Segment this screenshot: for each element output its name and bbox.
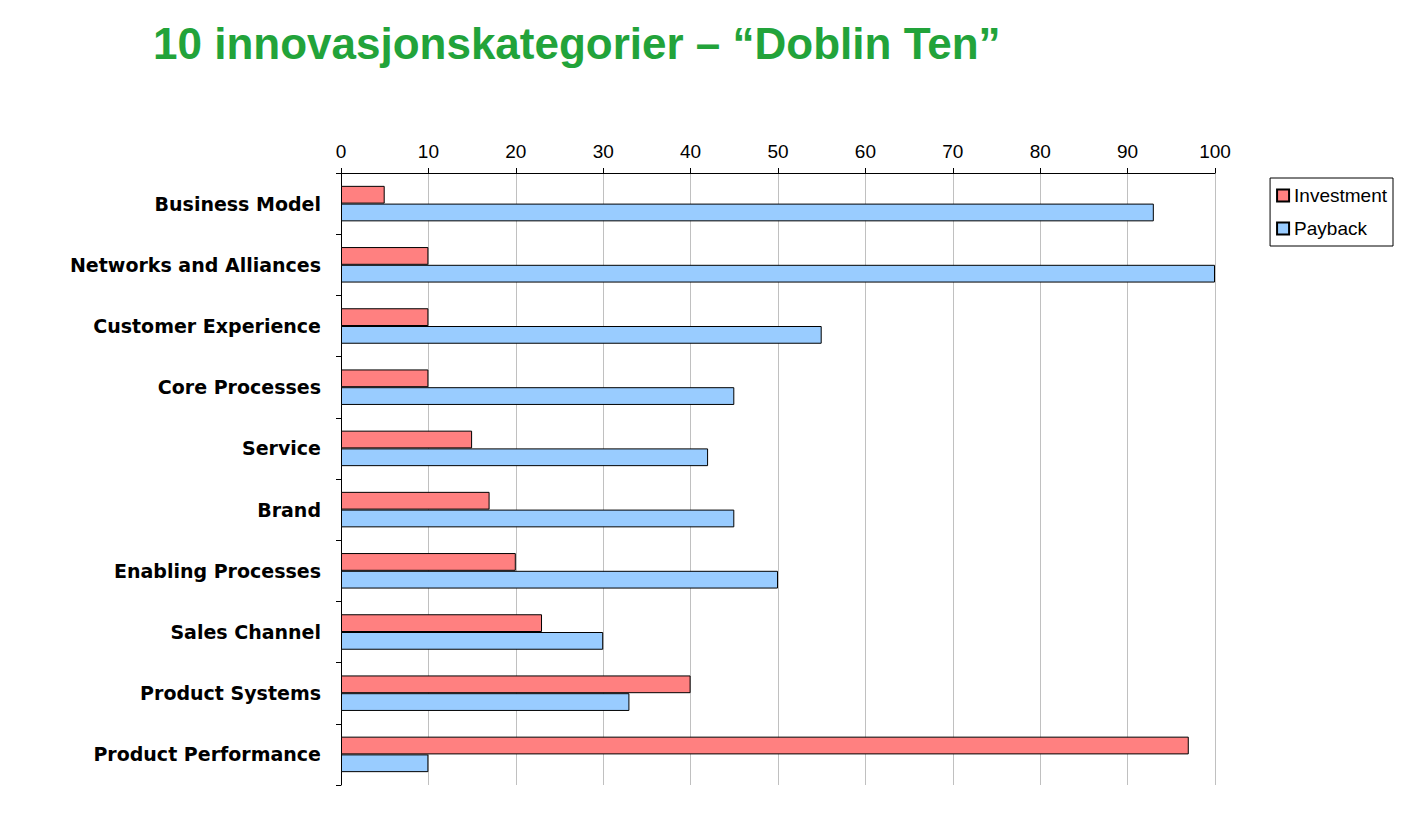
svg-text:30: 30	[593, 141, 614, 162]
svg-text:Service: Service	[242, 437, 321, 459]
svg-text:Investment: Investment	[1294, 185, 1388, 206]
svg-text:Business Model: Business Model	[155, 193, 321, 215]
svg-text:Core Processes: Core Processes	[158, 376, 321, 398]
svg-text:40: 40	[680, 141, 701, 162]
svg-text:Product Systems: Product Systems	[140, 682, 321, 704]
svg-text:50: 50	[767, 141, 788, 162]
svg-text:Payback: Payback	[1294, 218, 1367, 239]
svg-text:Networks and Alliances: Networks and Alliances	[70, 254, 321, 276]
svg-text:90: 90	[1117, 141, 1138, 162]
svg-text:Brand: Brand	[257, 499, 321, 521]
svg-text:100: 100	[1199, 141, 1231, 162]
svg-text:60: 60	[855, 141, 876, 162]
svg-text:Product Performance: Product Performance	[93, 743, 321, 765]
svg-text:Customer Experience: Customer Experience	[93, 315, 321, 337]
svg-text:70: 70	[942, 141, 963, 162]
svg-text:10 innovasjonskategorier – “Do: 10 innovasjonskategorier – “Doblin Ten”	[153, 19, 1001, 68]
svg-text:20: 20	[505, 141, 526, 162]
svg-text:10: 10	[418, 141, 439, 162]
svg-text:80: 80	[1030, 141, 1051, 162]
svg-text:0: 0	[336, 141, 347, 162]
svg-text:Sales Channel: Sales Channel	[170, 621, 321, 643]
svg-text:Enabling Processes: Enabling Processes	[114, 560, 321, 582]
